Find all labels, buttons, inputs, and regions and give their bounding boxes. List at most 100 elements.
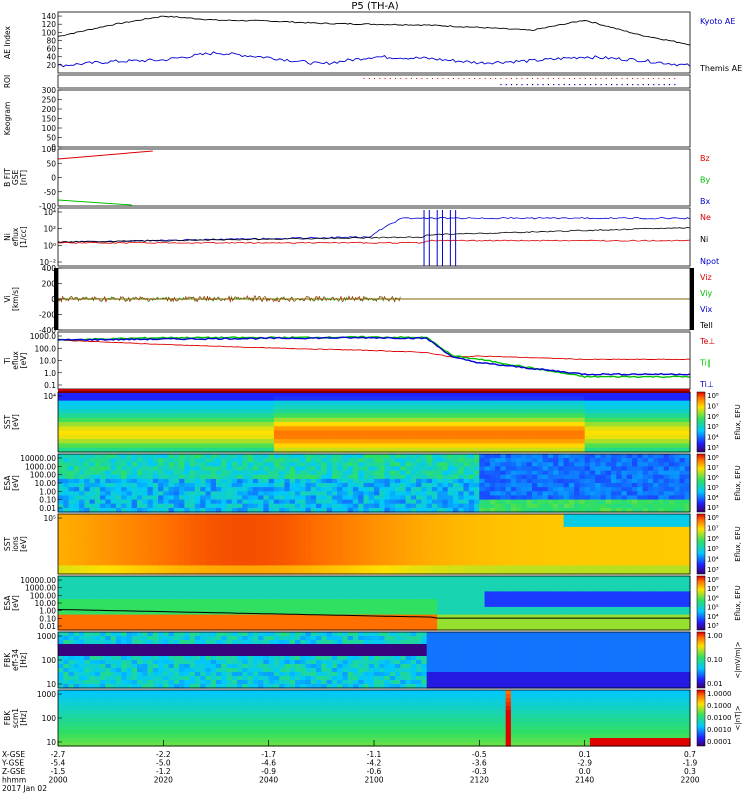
spec-cell	[426, 396, 433, 402]
spec-cell	[358, 499, 365, 505]
top-band	[58, 389, 690, 393]
spec-cell	[637, 426, 644, 432]
spec-cell	[389, 483, 396, 488]
spec-cell	[510, 526, 517, 532]
spec-cell	[595, 522, 602, 528]
spec-cell	[395, 487, 401, 492]
spec-cell	[179, 447, 185, 453]
spec-cell	[437, 556, 444, 562]
spec-cell	[363, 409, 370, 414]
spec-cell	[579, 466, 586, 472]
spec-cell	[495, 569, 501, 575]
spec-cell	[284, 556, 291, 562]
spec-cell	[89, 454, 96, 459]
spec-cell	[173, 503, 180, 509]
spec-cell	[642, 478, 649, 484]
spec-cell	[421, 400, 428, 406]
spec-cell	[115, 539, 122, 545]
spec-cell	[600, 466, 607, 472]
spec-cell	[616, 462, 623, 467]
spec-cell	[252, 413, 259, 419]
spec-cell	[379, 400, 386, 406]
spec-cell	[321, 447, 328, 453]
spec-cell	[105, 507, 112, 513]
spec-cell	[100, 522, 106, 528]
spec-cell	[663, 404, 670, 410]
spec-cell	[210, 470, 217, 476]
spec-cell	[268, 487, 275, 492]
spec-cell	[316, 514, 322, 519]
spec-cell	[532, 495, 538, 501]
spec-cell	[426, 439, 433, 444]
spec-cell	[579, 426, 586, 432]
spec-cell	[147, 478, 154, 484]
spec-cell	[279, 409, 286, 414]
spec-cell	[247, 569, 254, 575]
spec-cell	[584, 470, 591, 476]
spec-cell	[553, 413, 559, 419]
spec-cell	[310, 443, 317, 449]
spec-cell	[68, 522, 75, 528]
spec-cell	[115, 495, 122, 501]
spec-cell	[632, 470, 638, 476]
spec-cell	[126, 404, 133, 410]
spec-cell	[363, 499, 370, 505]
by-line	[57, 199, 132, 206]
spec-cell	[89, 478, 96, 484]
spec-cell	[516, 561, 523, 566]
spec-cell	[115, 531, 122, 536]
spec-cell	[342, 548, 349, 554]
spec-cell	[189, 565, 196, 571]
spec-cell	[352, 462, 359, 467]
spec-cell	[437, 400, 444, 406]
spec-cell	[100, 569, 106, 575]
spec-cell	[663, 447, 670, 453]
spec-cell	[468, 495, 475, 501]
spec-cell	[484, 392, 491, 397]
spec-cell	[553, 503, 559, 509]
spec-cell	[505, 409, 512, 414]
spec-cell	[316, 439, 322, 444]
spec-cell	[68, 544, 75, 549]
spec-cell	[568, 417, 575, 423]
spec-cell	[510, 396, 517, 402]
spec-cell	[173, 548, 180, 554]
spec-cell	[589, 561, 596, 566]
spec-cell	[510, 413, 517, 419]
spec-cell	[453, 503, 459, 509]
spec-cell	[426, 495, 433, 501]
spec-cell	[647, 443, 654, 449]
spec-cell	[479, 569, 486, 575]
spec-cell	[152, 552, 159, 558]
spec-cell	[410, 443, 417, 449]
spec-cell	[263, 569, 270, 575]
spec-cell	[489, 487, 496, 492]
spec-cell	[395, 561, 401, 566]
spec-cell	[679, 396, 686, 402]
spec-cell	[574, 443, 580, 449]
spec-cell	[163, 518, 170, 524]
spec-cell	[547, 462, 554, 467]
spec-cell	[152, 430, 159, 436]
spec-cell	[479, 539, 486, 545]
spec-cell	[300, 409, 307, 414]
spec-cell	[595, 565, 602, 571]
spec-cell	[579, 439, 586, 444]
spec-cell	[110, 466, 117, 472]
spec-cell	[105, 413, 112, 419]
spec-cell	[400, 422, 407, 427]
spec-cell	[295, 447, 301, 453]
spec-cell	[310, 483, 317, 488]
spec-cell	[605, 526, 612, 532]
spec-cell	[621, 491, 628, 496]
spec-cell	[653, 499, 659, 505]
spec-cell	[410, 426, 417, 432]
spec-cell	[163, 565, 170, 571]
spec-cell	[273, 522, 280, 528]
spec-cell	[668, 458, 675, 463]
spec-cell	[674, 443, 681, 449]
spec-cell	[131, 400, 138, 406]
spec-cell	[358, 483, 365, 488]
spec-cell	[626, 478, 633, 484]
spec-cell	[73, 434, 80, 440]
